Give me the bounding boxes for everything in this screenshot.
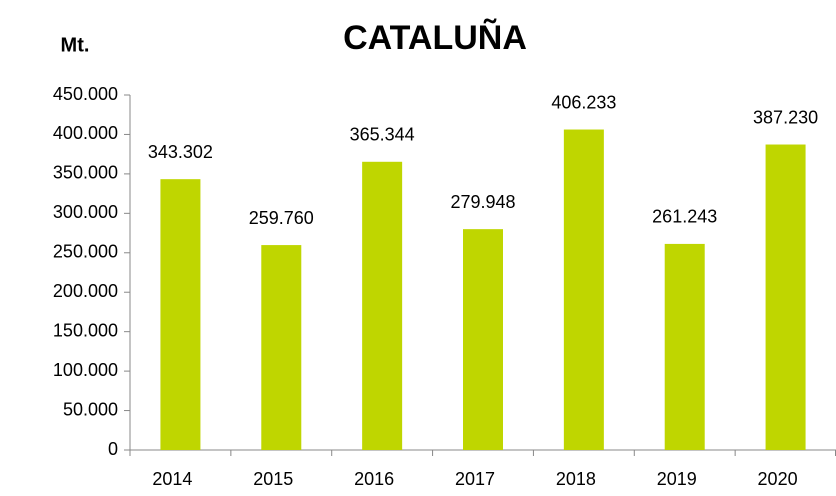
- x-tick-label: 2018: [556, 469, 596, 489]
- y-tick-label: 300.000: [53, 202, 118, 222]
- x-tick-label: 2017: [455, 469, 495, 489]
- bar: [261, 245, 302, 450]
- bar: [160, 179, 201, 451]
- x-tick-label: 2020: [758, 469, 798, 489]
- y-tick-label: 100.000: [53, 360, 118, 380]
- bar: [463, 229, 503, 450]
- y-tick-label: 400.000: [53, 123, 118, 143]
- data-label: 343.302: [148, 142, 213, 162]
- data-label: 259.760: [249, 208, 314, 228]
- bar: [664, 243, 705, 450]
- data-label: 279.948: [450, 192, 515, 212]
- x-tick-label: 2019: [657, 469, 697, 489]
- y-axis-label: Mt.: [61, 34, 90, 56]
- bar: [362, 161, 403, 450]
- y-tick-label: 450.000: [53, 84, 118, 104]
- bar: [765, 144, 806, 450]
- y-tick-label: 350.000: [53, 163, 118, 183]
- bar: [563, 129, 604, 451]
- data-label: 261.243: [652, 207, 717, 227]
- x-tick-label: 2014: [152, 469, 192, 489]
- chart-title: CATALUÑA: [343, 19, 527, 57]
- y-tick-label: 200.000: [53, 281, 118, 301]
- y-tick-label: 50.000: [63, 399, 118, 419]
- x-tick-label: 2016: [354, 469, 394, 489]
- x-tick-label: 2015: [253, 469, 293, 489]
- data-label: 365.344: [350, 125, 415, 145]
- y-tick-label: 150.000: [53, 320, 118, 340]
- y-tick-label: 250.000: [53, 242, 118, 262]
- y-tick-label: 0: [108, 439, 118, 459]
- data-label: 406.233: [551, 92, 616, 112]
- data-label: 387.230: [753, 107, 818, 127]
